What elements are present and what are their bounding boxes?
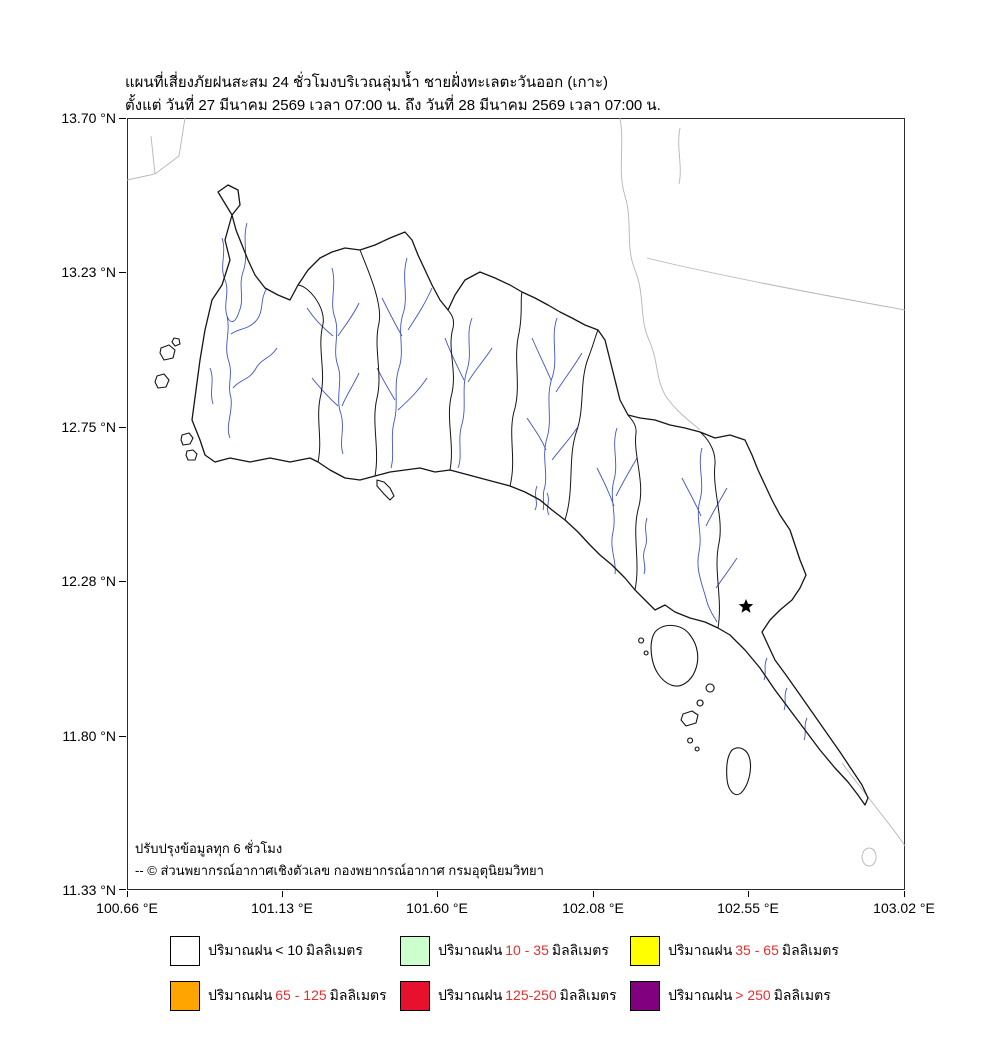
legend-item-gt250: ปริมาณฝน > 250 มิลลิเมตร — [630, 981, 831, 1011]
legend-swatch-purple — [630, 981, 660, 1011]
x-tick-mark — [593, 891, 594, 897]
river-network-west — [209, 222, 278, 439]
river-network-rayong — [376, 257, 433, 469]
islet — [638, 637, 645, 644]
y-tick-label: 11.80 °N — [62, 728, 116, 744]
y-tick-mark — [119, 118, 126, 119]
island-near-sattahip — [185, 449, 198, 461]
river-network-chanthaburi — [526, 317, 583, 516]
island-small-west — [154, 373, 170, 389]
legend-swatch-orange — [170, 981, 200, 1011]
x-tick-mark — [127, 891, 128, 897]
legend-value: 65 - 125 — [275, 987, 327, 1003]
legend-unit: มิลลิเมตร — [773, 987, 831, 1003]
rivers — [209, 222, 808, 741]
legend-value: 35 - 65 — [735, 942, 779, 958]
basin-dividers — [297, 249, 721, 629]
y-tick-mark — [119, 889, 126, 890]
island-near-sattahip — [180, 432, 194, 446]
legend-swatch-white — [170, 936, 200, 966]
x-tick-label: 101.60 °E — [406, 900, 468, 916]
legend-unit: มิลลิเมตร — [329, 987, 387, 1003]
legend-label: ปริมาณฝน — [208, 987, 273, 1003]
legend-swatch-yellow — [630, 936, 660, 966]
y-tick-label: 12.75 °N — [61, 419, 116, 435]
x-tick-mark — [904, 891, 905, 897]
legend-value: 10 - 35 — [505, 942, 549, 958]
legend-swatch-red — [400, 981, 430, 1011]
island-ko-chang — [650, 624, 699, 687]
islet — [696, 699, 704, 707]
legend-label: ปริมาณฝน — [438, 942, 503, 958]
legend-label: ปริมาณฝน — [208, 942, 273, 958]
map-update-note: ปรับปรุงข้อมูลทุก 6 ชั่วโมง — [135, 841, 283, 856]
legend-value: < 10 — [275, 942, 303, 958]
legend-unit: มิลลิเมตร — [551, 942, 609, 958]
legend-unit: มิลลิเมตร — [305, 942, 363, 958]
map-plot-frame — [127, 118, 905, 890]
legend-item-lt10: ปริมาณฝน < 10 มิลลิเมตร — [170, 936, 363, 966]
legend-label: ปริมาณฝน — [668, 987, 733, 1003]
river-network-2 — [306, 267, 360, 455]
page-subtitle: ตั้งแต่ วันที่ 27 มีนาคม 2569 เวลา 07:00… — [125, 97, 661, 114]
island-ko-sichang — [159, 344, 176, 361]
y-tick-mark — [119, 736, 126, 737]
legend-item-125-250: ปริมาณฝน 125-250 มิลลิเมตร — [400, 981, 617, 1011]
page-title: แผนที่เสี่ยงภัยฝนสะสม 24 ชั่วโมงบริเวณลุ… — [125, 74, 609, 91]
x-tick-label: 102.08 °E — [562, 900, 624, 916]
x-tick-mark — [282, 891, 283, 897]
x-tick-mark — [748, 891, 749, 897]
y-tick-mark — [119, 272, 126, 273]
y-tick-mark — [119, 427, 126, 428]
islet — [643, 650, 649, 656]
legend-value: 125-250 — [505, 987, 557, 1003]
island-ko-mak — [680, 710, 699, 727]
y-tick-label: 12.28 °N — [61, 573, 116, 589]
river-network-welu — [596, 427, 648, 575]
x-tick-label: 100.66 °E — [96, 900, 158, 916]
legend-label: ปริมาณฝน — [438, 987, 503, 1003]
islet — [687, 737, 694, 744]
x-tick-mark — [437, 891, 438, 897]
y-tick-label: 13.70 °N — [61, 110, 116, 126]
y-tick-mark — [119, 581, 126, 582]
x-tick-label: 101.13 °E — [251, 900, 313, 916]
islands — [154, 337, 752, 796]
islet — [694, 746, 700, 752]
legend-unit: มิลลิเมตร — [559, 987, 617, 1003]
legend-item-65-125: ปริมาณฝน 65 - 125 มิลลิเมตร — [170, 981, 387, 1011]
basin-map-canvas — [127, 118, 905, 867]
island-ko-kut — [726, 747, 752, 796]
legend-unit: มิลลิเมตร — [781, 942, 839, 958]
island-small-west — [171, 337, 181, 347]
river-network-trat — [681, 447, 808, 741]
y-tick-label: 13.23 °N — [61, 264, 116, 280]
island-ko-samet — [376, 479, 395, 501]
legend-swatch-lightgreen — [400, 936, 430, 966]
legend-item-35-65: ปริมาณฝน 35 - 65 มิลลิเมตร — [630, 936, 839, 966]
y-tick-label: 11.33 °N — [62, 882, 116, 898]
basin-outline — [191, 184, 869, 806]
legend-value: > 250 — [735, 987, 771, 1003]
legend-label: ปริมาณฝน — [668, 942, 733, 958]
map-credit: -- © ส่วนพยากรณ์อากาศเชิงตัวเลข กองพยากร… — [135, 863, 544, 878]
x-tick-label: 102.55 °E — [717, 900, 779, 916]
x-tick-label: 103.02 °E — [873, 900, 935, 916]
admin-borders — [127, 118, 905, 867]
islet — [705, 683, 715, 693]
legend-item-10-35: ปริมาณฝน 10 - 35 มิลลิเมตร — [400, 936, 609, 966]
river-network-prasae — [444, 317, 493, 469]
star-marker — [738, 599, 754, 613]
